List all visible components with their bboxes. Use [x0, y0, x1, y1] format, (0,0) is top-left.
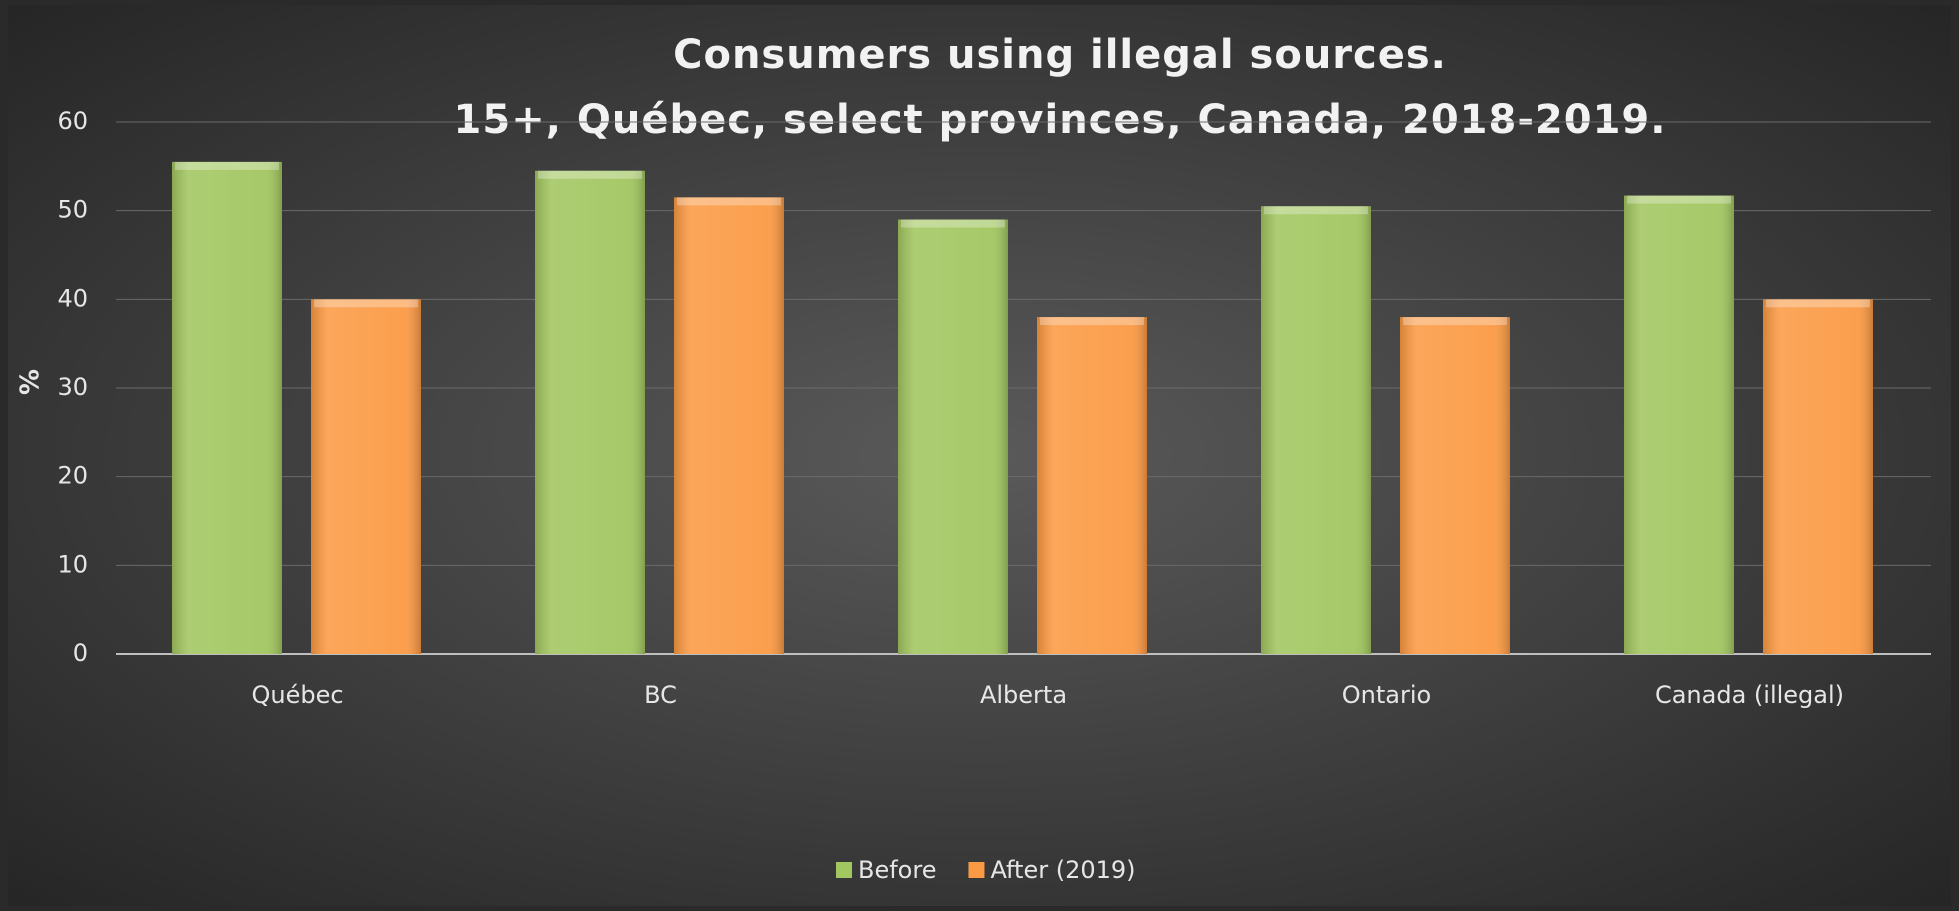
legend-label: Before — [858, 856, 936, 884]
bar-shine — [1763, 299, 1873, 654]
x-tick-label: Canada (illegal) — [1655, 681, 1844, 709]
y-tick-label: 20 — [57, 462, 88, 490]
bar-shine — [172, 161, 282, 654]
y-tick-label: 40 — [57, 284, 88, 312]
bar-shine — [1037, 317, 1147, 654]
bar-shine — [1624, 195, 1734, 655]
y-tick-label: 0 — [73, 639, 88, 667]
x-tick-label: Québec — [251, 681, 343, 709]
y-tick-label: 60 — [57, 107, 88, 135]
y-tick-label: 10 — [57, 550, 88, 578]
legend-swatch — [968, 862, 985, 878]
y-tick-label: 30 — [57, 373, 88, 401]
bar-shine — [898, 219, 1008, 655]
bar-cap — [901, 219, 1005, 228]
bar-shine — [1261, 206, 1371, 654]
chart-title: Consumers using illegal sources. — [673, 32, 1447, 78]
legend-label: After (2019) — [990, 856, 1135, 884]
bar-cap — [538, 170, 642, 179]
bar-shine — [535, 170, 645, 654]
chart-subtitle: 15+, Québec, select provinces, Canada, 2… — [454, 97, 1667, 143]
bar-cap — [1403, 317, 1507, 326]
x-tick-label: Ontario — [1342, 681, 1431, 709]
bar-cap — [175, 161, 279, 170]
bar-cap — [1766, 299, 1870, 308]
bar-shine — [311, 299, 421, 654]
x-tick-label: Alberta — [980, 681, 1067, 709]
y-tick-label: 50 — [57, 196, 88, 224]
bar-cap — [314, 299, 418, 308]
y-axis-label: % — [16, 369, 46, 395]
bar-cap — [1264, 206, 1368, 215]
bar-cap — [1040, 317, 1144, 326]
legend-swatch — [836, 862, 852, 878]
bar-shine — [1400, 317, 1510, 654]
x-tick-label: BC — [644, 681, 677, 709]
bar-cap — [1627, 195, 1731, 204]
bar-shine — [674, 197, 784, 654]
bar-cap — [677, 197, 781, 206]
